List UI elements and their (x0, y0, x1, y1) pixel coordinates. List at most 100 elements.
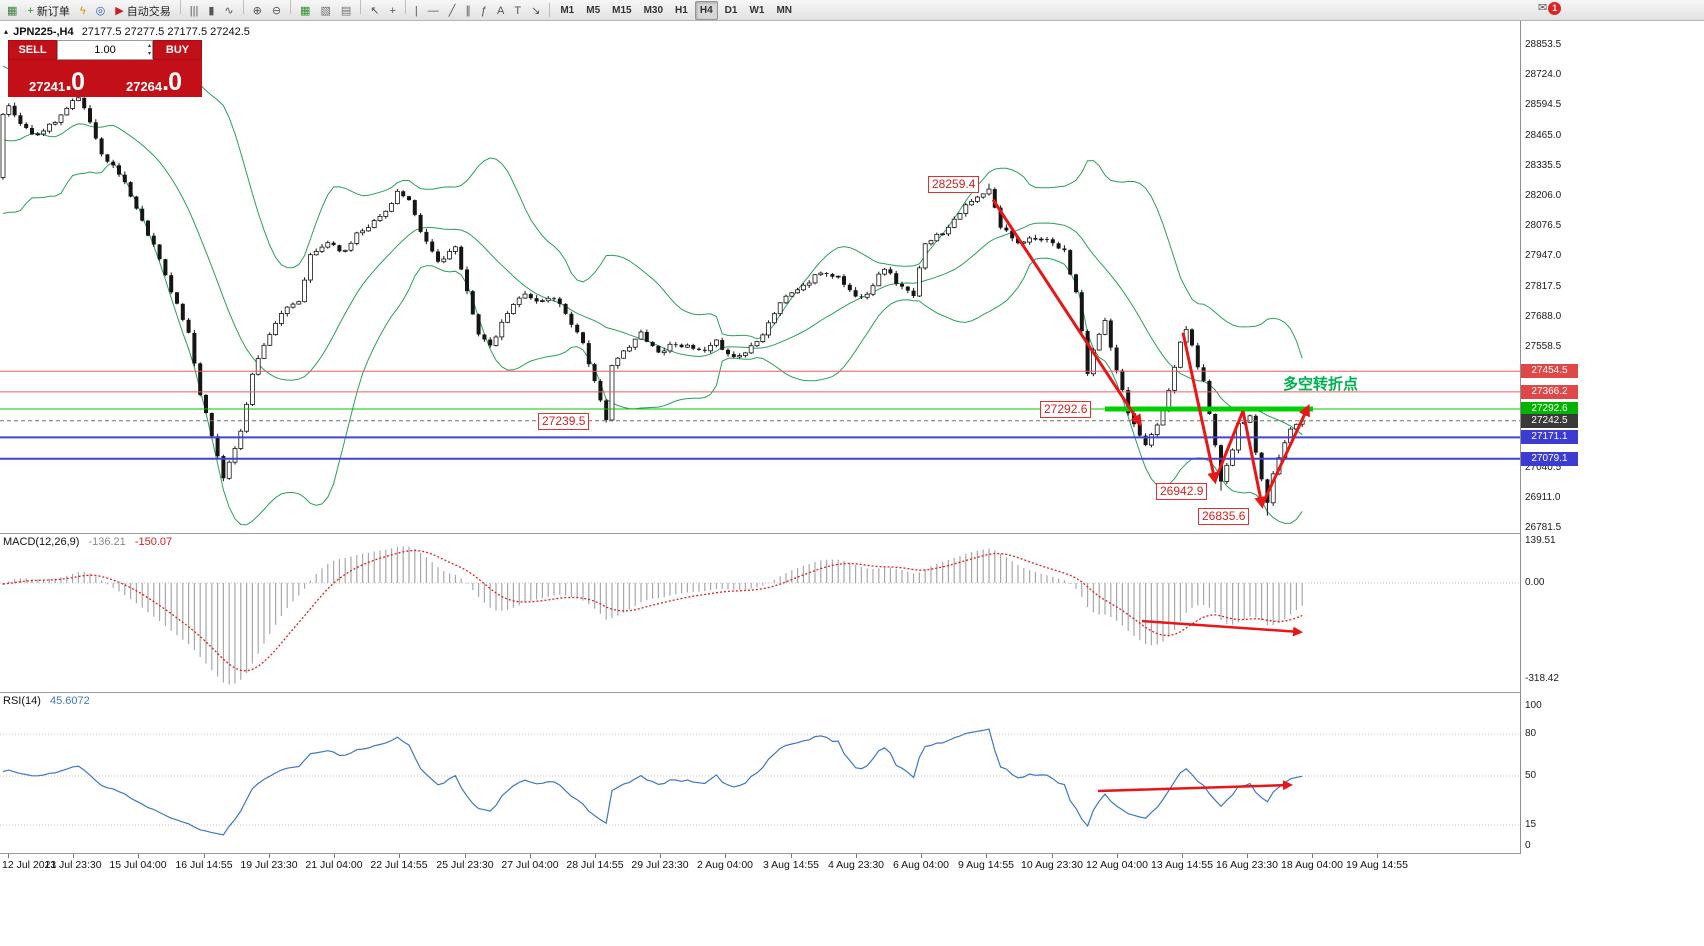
crosshair-button[interactable]: + (385, 2, 399, 21)
text-button[interactable]: A (493, 2, 508, 21)
time-tick (530, 854, 531, 858)
charts-window-button[interactable]: ▦ (3, 2, 21, 21)
price-scale-tick: 28465.0 (1525, 130, 1562, 141)
autotrading-icon: ▶ (115, 4, 124, 17)
symbol-ohlc-values: 27177.5 27277.5 27177.5 27242.5 (81, 26, 250, 38)
timeframe-toolbar: M1 M5 M15 M30 H1 H4 D1 W1 MN (554, 0, 798, 20)
price-scale-tag: 27242.5 (1521, 414, 1578, 428)
time-tick (1247, 854, 1248, 858)
timeframe-w1-button[interactable]: W1 (749, 5, 765, 16)
toolbar-separator (290, 0, 292, 14)
trend-arrows[interactable] (991, 198, 1310, 509)
price-scale-tag: 27171.1 (1521, 430, 1578, 444)
candlestick-chart-button[interactable]: ▮ (204, 2, 218, 21)
macd-trend-arrow[interactable] (1141, 619, 1303, 637)
macd-scale-tick: -318.42 (1525, 673, 1559, 684)
timeframe-m1-button[interactable]: M1 (560, 5, 575, 16)
one-click-trading-widget: SELL 1.00 ▴ ▾ BUY 27241.0 27264.0 (8, 40, 202, 97)
price-callout[interactable]: 27292.6 (1040, 401, 1092, 418)
rsi-name: RSI(14) (3, 695, 41, 707)
expert-advisors-button[interactable]: ϟ (76, 2, 90, 21)
mailbox-icon[interactable]: ✉ (1538, 2, 1548, 14)
sell-price[interactable]: 27241.0 (8, 60, 105, 97)
time-label: 25 Jul 23:30 (436, 859, 494, 871)
cascade-windows-button[interactable]: ▧ (316, 2, 334, 21)
zoom-in-button[interactable]: ⊕ (249, 2, 266, 21)
time-tick (399, 854, 400, 858)
toolbar-buttons: ▦ + 新订单 ϟ ◎ ▶ 自动交易 ||| ▮ ∿ ⊕ ⊖ ▦ ▧ ▤ ↖ + | — ╱ ∥ ƒ A T ↘ (2, 0, 545, 21)
navigator-button[interactable]: ▤ (337, 2, 355, 21)
price-scale-tag: 27366.2 (1521, 385, 1578, 399)
sell-button[interactable]: SELL (8, 40, 57, 60)
toolbar-separator (179, 0, 181, 14)
new-order-button[interactable]: + 新订单 (23, 2, 73, 21)
timeframe-m15-button[interactable]: M15 (612, 5, 632, 16)
time-label: 19 Aug 14:55 (1346, 859, 1408, 871)
price-callout[interactable]: 28259.4 (928, 176, 980, 193)
time-tick (1052, 854, 1053, 858)
rsi-trend-arrow[interactable] (1097, 780, 1293, 793)
price-chart[interactable] (0, 21, 1520, 533)
horizontal-line-button[interactable]: — (424, 2, 443, 21)
volume-input[interactable]: 1.00 ▴ ▾ (57, 40, 153, 60)
timeframe-h4-button[interactable]: H4 (694, 1, 718, 20)
time-tick (986, 854, 987, 858)
timeframe-m30-button[interactable]: M30 (643, 5, 664, 16)
market-watch-button[interactable]: ◎ (92, 2, 110, 21)
main-chart-pane[interactable]: ▴ JPN225-,H4 27177.5 27277.5 27177.5 272… (0, 21, 1578, 534)
trendline-button[interactable]: ╱ (445, 2, 460, 21)
line-chart-button[interactable]: ∿ (220, 2, 237, 21)
cascade-windows-icon: ▧ (320, 4, 331, 17)
spinner-down-icon[interactable]: ▾ (147, 51, 151, 57)
zoom-out-button[interactable]: ⊖ (268, 2, 285, 21)
time-axis[interactable]: 12 Jul 2021 13 Jul 23:30 15 Jul 04:00 16 Ju… (0, 854, 1578, 876)
macd-scale-tick: 0.00 (1525, 577, 1545, 588)
rsi-scale-tick: 80 (1525, 728, 1537, 739)
cursor-button[interactable]: ↖ (366, 2, 383, 21)
price-callout[interactable]: 26942.9 (1156, 483, 1208, 500)
charts-window-icon: ▦ (7, 4, 18, 17)
timeframe-m5-button[interactable]: M5 (586, 5, 601, 16)
price-scale-tag: 27454.5 (1521, 364, 1578, 378)
arrow-objects-button[interactable]: ↘ (527, 2, 544, 21)
autotrading-button[interactable]: ▶ 自动交易 (111, 2, 174, 21)
price-scale-tick: 27817.5 (1525, 281, 1562, 292)
timeframe-mn-button[interactable]: MN (776, 5, 792, 16)
time-tick (269, 854, 270, 858)
tile-windows-button[interactable]: ▦ (296, 2, 314, 21)
buy-price[interactable]: 27264.0 (105, 60, 202, 97)
macd-signal-line (2, 549, 1303, 672)
spinner-up-icon[interactable]: ▴ (147, 43, 151, 49)
symbol-info: ▴ JPN225-,H4 27177.5 27277.5 27177.5 272… (4, 26, 250, 38)
symbol-marker-icon: ▴ (4, 27, 9, 36)
sell-price-main: 27241 (28, 79, 66, 94)
volume-spinner[interactable]: ▴ ▾ (148, 42, 151, 58)
text-label-button[interactable]: T (510, 2, 525, 21)
equidistant-channel-button[interactable]: ∥ (461, 2, 475, 21)
price-callout[interactable]: 27239.5 (538, 413, 590, 430)
vertical-line-button[interactable]: | (411, 2, 422, 21)
macd-chart (0, 546, 1520, 685)
time-label: 3 Aug 14:55 (762, 859, 820, 871)
turning-point-annotation[interactable]: 多空转折点 (1283, 376, 1359, 393)
price-callout[interactable]: 26835.6 (1198, 508, 1250, 525)
bar-chart-button[interactable]: ||| (186, 2, 203, 21)
price-scale-tick: 28853.5 (1525, 39, 1562, 50)
time-label: 29 Jul 23:30 (631, 859, 689, 871)
timeframe-h1-button[interactable]: H1 (675, 5, 688, 16)
toolbar-separator (242, 0, 244, 14)
notification-area: ✉ 1 (1538, 2, 1562, 15)
rsi-indicator-pane[interactable]: RSI(14) 45.6072 (0, 693, 1578, 854)
price-scale-tick: 27688.0 (1525, 311, 1562, 322)
fibonacci-retracement-button[interactable]: ƒ (477, 2, 491, 21)
timeframe-d1-button[interactable]: D1 (724, 5, 738, 16)
macd-indicator-pane[interactable]: MACD(12,26,9) -136.21 -150.07 (0, 534, 1578, 693)
fibonacci-retracement-icon: ƒ (480, 4, 488, 17)
time-label: 10 Aug 23:30 (1021, 859, 1083, 871)
price-scale-tick: 27558.5 (1525, 341, 1562, 352)
time-label: 22 Jul 14:55 (370, 859, 428, 871)
price-scale[interactable]: 28853.5 28724.0 28594.5 28465.0 28335.5 28206… (1520, 21, 1579, 854)
buy-button[interactable]: BUY (153, 40, 202, 60)
time-label: 16 Aug 23:30 (1216, 859, 1278, 871)
horizontal-line-objects[interactable] (0, 370, 1520, 460)
